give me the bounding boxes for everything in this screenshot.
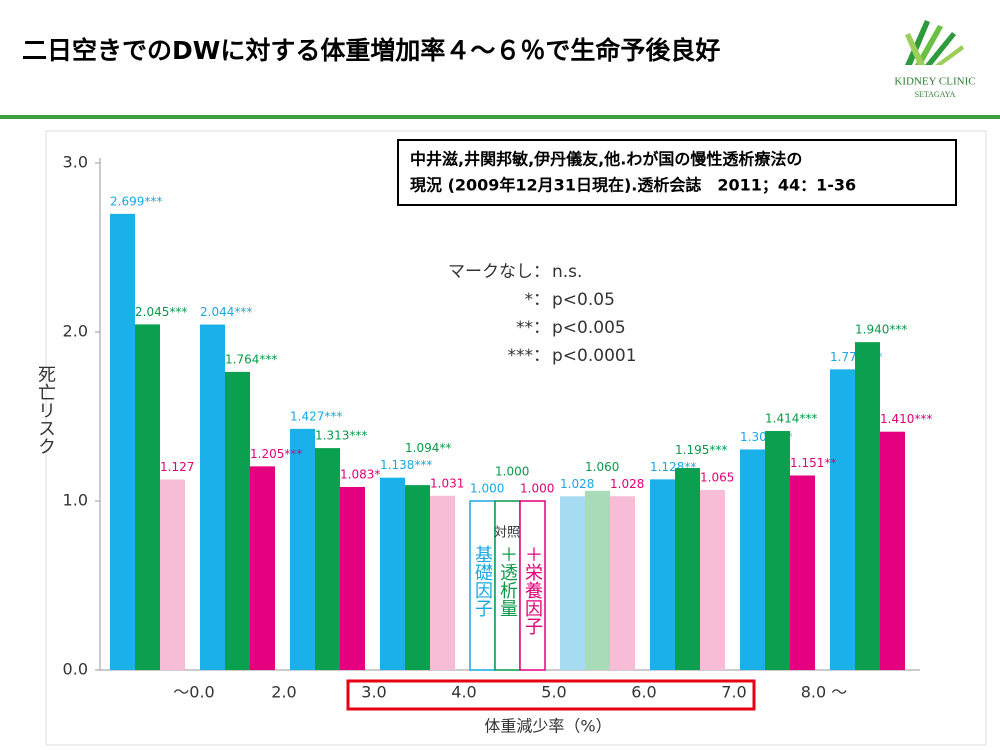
data-label: 2.045*** — [135, 305, 187, 319]
data-label: 2.699*** — [110, 194, 162, 208]
data-label: 2.044*** — [200, 305, 252, 319]
legend-meaning: p<0.005 — [552, 318, 626, 338]
reference-text: ＋栄養因子 — [522, 545, 543, 635]
x-tick-label: ～0.0 — [173, 683, 214, 702]
legend-meaning: p<0.0001 — [552, 346, 637, 366]
data-label: 1.427*** — [290, 409, 342, 423]
logo-place: SETAGAYA — [915, 90, 956, 99]
y-tick-label: 3.0 — [63, 153, 88, 172]
y-axis-title: 死亡リスク — [35, 365, 56, 455]
data-label: 1.205*** — [250, 447, 302, 461]
bar — [160, 479, 185, 670]
bar — [290, 428, 315, 670]
bar — [469, 500, 496, 671]
citation-box — [397, 139, 957, 206]
y-tick-label: 1.0 — [63, 491, 88, 510]
bar — [110, 213, 135, 670]
slide-title: 二日空きでのDWに対する体重増加率４～６％で生命予後良好 — [22, 36, 720, 65]
bar — [790, 475, 815, 670]
bar — [225, 371, 250, 670]
bar — [880, 431, 905, 670]
bar — [135, 324, 160, 670]
bar — [519, 500, 546, 671]
bar — [315, 448, 340, 670]
x-tick-label: 8.0 ～ — [801, 683, 848, 702]
bar — [430, 495, 455, 670]
data-label: 1.000 — [495, 465, 529, 479]
reference-label: 対照 — [494, 526, 520, 541]
data-label: 1.764*** — [225, 352, 277, 366]
logo-stripe — [915, 25, 943, 65]
bar — [830, 369, 855, 670]
x-tick-label: 5.0 — [541, 683, 566, 702]
bar — [700, 490, 725, 670]
logo-name: KIDNEY CLINIC — [894, 76, 975, 88]
legend-marker: マークなし： — [448, 262, 550, 282]
data-label: 1.000 — [470, 482, 504, 496]
x-tick-label: 6.0 — [631, 683, 656, 702]
y-tick-label: 0.0 — [63, 660, 88, 679]
bar — [585, 490, 610, 670]
legend-meaning: n.s. — [552, 262, 582, 282]
data-label: 1.065 — [700, 471, 734, 485]
citation: 中井滋,井関邦敏,伊丹儀友,他.わが国の慢性透析療法の — [410, 150, 802, 169]
reference-text: 基礎因子 — [472, 545, 493, 617]
bar — [380, 477, 405, 670]
x-tick-label: 4.0 — [451, 683, 476, 702]
logo-stripe — [925, 32, 956, 65]
legend-meaning: p<0.05 — [552, 290, 615, 310]
data-label: 1.060 — [585, 460, 619, 474]
logo: KIDNEY CLINIC SETAGAYA — [894, 20, 976, 99]
data-label: 1.414*** — [765, 412, 817, 426]
legend-marker: *： — [525, 290, 551, 310]
data-label: 1.940*** — [855, 323, 907, 337]
logo-stripe — [935, 45, 964, 65]
bar — [560, 496, 585, 670]
reference-text: ＋透析量 — [497, 545, 518, 617]
x-tick-label: 7.0 — [721, 683, 746, 702]
bar — [765, 431, 790, 670]
bar — [740, 449, 765, 670]
bar — [405, 485, 430, 670]
data-label: 1.031 — [430, 476, 464, 490]
bar — [650, 479, 675, 670]
bar — [675, 468, 700, 670]
data-label: 1.000 — [520, 482, 554, 496]
bar — [494, 500, 521, 671]
data-label: 1.127 — [160, 460, 194, 474]
data-label: 1.094** — [405, 441, 451, 455]
bar — [855, 342, 880, 670]
data-label: 1.195*** — [675, 443, 727, 457]
bar — [610, 496, 635, 670]
data-label: 1.151** — [790, 456, 836, 470]
y-tick-label: 2.0 — [63, 322, 88, 341]
data-label: 1.028 — [560, 477, 594, 491]
data-label: 1.083* — [340, 467, 380, 481]
chart-frame — [45, 130, 987, 746]
logo-stripe — [905, 20, 930, 65]
bar — [200, 324, 225, 670]
logo-stripe — [905, 33, 925, 65]
x-tick-label: 2.0 — [271, 683, 296, 702]
header-rule — [0, 115, 1000, 119]
citation: 現況 (2009年12月31日現在).透析会誌 2011；44：1-36 — [410, 176, 856, 195]
data-label: 1.313*** — [315, 429, 367, 443]
data-label: 1.138*** — [380, 458, 432, 472]
highlight-box — [346, 679, 756, 711]
x-axis-title: 体重減少率（%） — [484, 717, 611, 736]
legend-marker: ***： — [508, 346, 551, 366]
x-tick-label: 3.0 — [361, 683, 386, 702]
bar — [250, 466, 275, 670]
data-label: 1.410*** — [880, 412, 932, 426]
data-label: 1.028 — [610, 477, 644, 491]
bar — [340, 486, 365, 670]
legend-marker: **： — [516, 318, 550, 338]
